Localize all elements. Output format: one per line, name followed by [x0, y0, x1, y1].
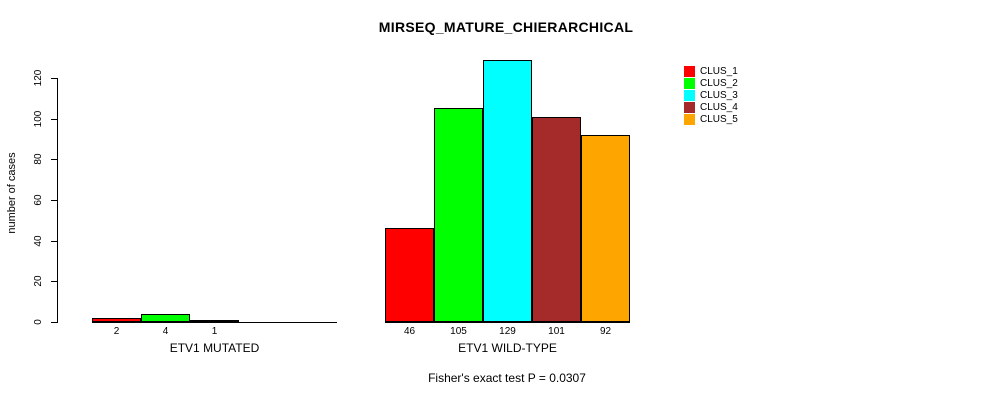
y-tick-label: 100 [33, 110, 44, 128]
y-tick [51, 159, 57, 160]
y-tick [51, 200, 57, 201]
y-tick-label: 120 [33, 69, 44, 87]
bar-clus_4 [532, 117, 581, 322]
bar-value-label: 1 [211, 326, 218, 337]
y-tick-label: 40 [33, 235, 44, 247]
bar-value-label: 101 [548, 326, 565, 337]
bar-value-label: 2 [113, 326, 120, 337]
y-tick [51, 241, 57, 242]
legend-label: CLUS_2 [700, 78, 738, 89]
annotation-text: Fisher's exact test P = 0.0307 [428, 371, 586, 385]
group-baseline [92, 322, 337, 323]
y-axis-line [57, 78, 58, 323]
bar-clus_2 [434, 108, 483, 322]
legend-swatch-clus_1 [684, 66, 695, 77]
legend-swatch-clus_2 [684, 78, 695, 89]
group-baseline [385, 322, 630, 323]
x-group-label: ETV1 MUTATED [169, 341, 260, 355]
y-tick [51, 322, 57, 323]
y-tick [51, 281, 57, 282]
bar-value-label: 92 [599, 326, 612, 337]
bar-clus_1 [385, 228, 434, 322]
legend-label: CLUS_1 [700, 66, 738, 77]
legend-label: CLUS_4 [700, 102, 738, 113]
y-tick-label: 80 [33, 153, 44, 165]
bar-value-label: 129 [499, 326, 516, 337]
y-tick-label: 60 [33, 194, 44, 206]
y-tick [51, 78, 57, 79]
legend-label: CLUS_5 [700, 114, 738, 125]
bar-clus_2 [141, 314, 190, 322]
bar-value-label: 46 [403, 326, 416, 337]
legend-swatch-clus_4 [684, 102, 695, 113]
bar-clus_3 [190, 320, 239, 322]
y-tick [51, 119, 57, 120]
bar-clus_3 [483, 60, 532, 322]
bar-clus_5 [581, 135, 630, 322]
legend-label: CLUS_3 [700, 90, 738, 101]
y-tick-label: 20 [33, 275, 44, 287]
legend-swatch-clus_3 [684, 90, 695, 101]
y-tick-label: 0 [33, 319, 44, 325]
bar-clus_1 [92, 318, 141, 322]
x-group-label: ETV1 WILD-TYPE [458, 341, 557, 355]
chart-title: MIRSEQ_MATURE_CHIERARCHICAL [378, 19, 634, 35]
bar-value-label: 105 [450, 326, 467, 337]
bar-value-label: 4 [162, 326, 169, 337]
y-axis-title: number of cases [6, 152, 18, 234]
legend-swatch-clus_5 [684, 114, 695, 125]
